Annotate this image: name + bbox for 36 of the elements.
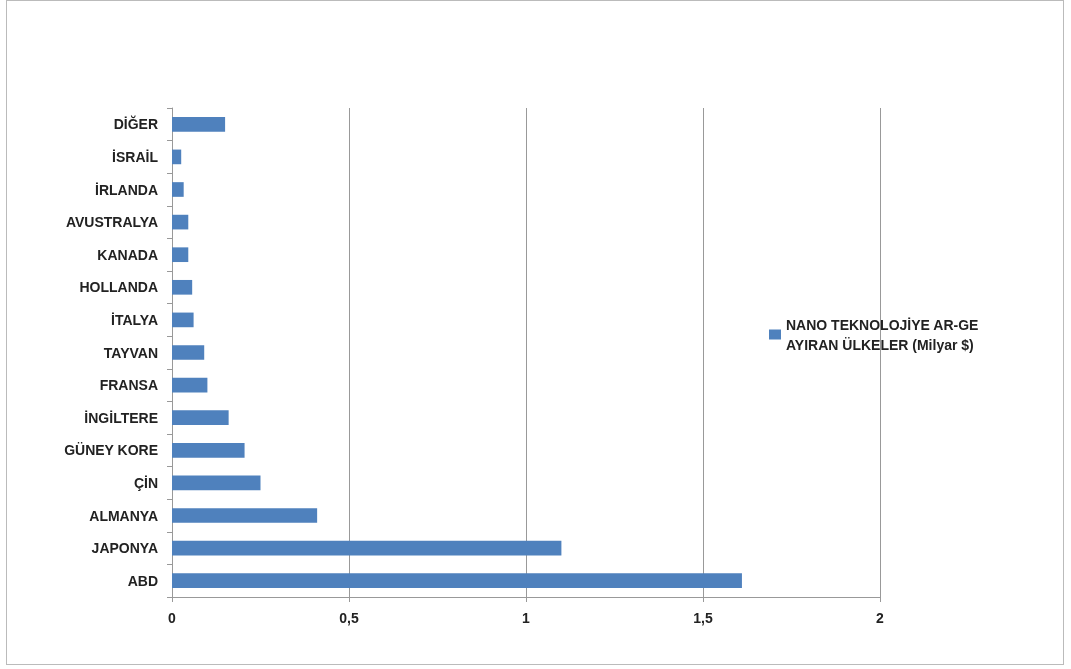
x-tick-label: 2 [876,610,885,626]
x-tick-label: 0,5 [339,610,359,626]
bar [172,247,189,263]
bar [172,410,229,426]
y-tick-label: DİĞER [113,115,158,133]
y-tick-label: GÜNEY KORE [64,442,158,459]
y-tick-label: ÇİN [133,474,158,491]
bar [172,345,205,360]
bar [172,214,189,230]
x-tick-label: 0 [168,610,177,626]
bar [172,279,193,295]
y-tick-label: HOLLANDA [79,279,158,296]
bar [172,508,318,523]
y-tick-label: İSRAİL [112,148,159,165]
x-tick-label: 1 [522,610,531,626]
y-tick-label: KANADA [97,246,158,263]
y-tick-label: İNGİLTERE [84,409,158,426]
y-tick-label: İTALYA [111,311,158,328]
bar [172,312,194,328]
bar [172,475,261,491]
bar [172,377,208,393]
y-tick-label: ABD [127,572,158,589]
y-tick-label: FRANSA [99,377,158,394]
x-tick-label: 1,5 [693,610,713,626]
y-tick-label: TAYVAN [103,344,158,361]
bar [172,182,184,197]
y-tick-label: AVUSTRALYA [65,214,158,231]
bar [172,540,562,556]
y-tick-label: İRLANDA [95,181,158,198]
bar [172,149,182,165]
y-tick-label: JAPONYA [91,540,158,557]
y-tick-label: ALMANYA [89,507,158,524]
legend-label: NANO TEKNOLOJİYE AR-GE AYIRAN ÜLKELER (Milyar $) [786,316,983,353]
bar [172,573,742,589]
bar [172,116,226,132]
bar [172,442,245,458]
